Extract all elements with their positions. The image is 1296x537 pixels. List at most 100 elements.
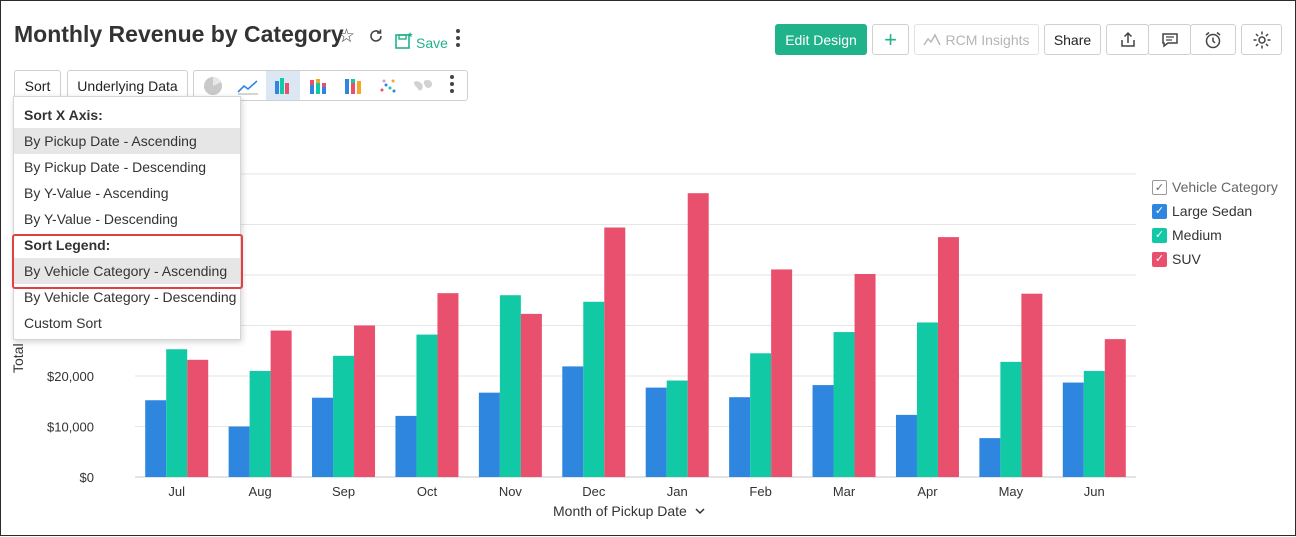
pie-chart-icon[interactable] [196, 71, 230, 100]
checkbox-icon: ✓ [1152, 227, 1167, 243]
x-axis-title-text: Month of Pickup Date [553, 503, 687, 519]
gear-icon [1253, 31, 1270, 48]
bar-large-sedan-dec[interactable] [562, 366, 584, 477]
bar-medium-feb[interactable] [750, 353, 772, 477]
add-button[interactable]: + [872, 24, 909, 55]
menu-item-yvalue-asc[interactable]: By Y-Value - Ascending [24, 185, 169, 201]
checkbox-icon: ✓ [1152, 203, 1167, 219]
bar-medium-sep[interactable] [333, 355, 355, 477]
legend-title[interactable]: ✓ Vehicle Category [1152, 177, 1278, 197]
legend-item-large-sedan[interactable]: ✓ Large Sedan [1152, 201, 1252, 221]
bar-large-sedan-sep[interactable] [312, 397, 334, 477]
x-tick-label: Apr [917, 484, 938, 499]
x-tick-label: Mar [833, 484, 856, 499]
more-options-icon[interactable] [453, 29, 463, 47]
bar-chart-icon[interactable] [266, 71, 300, 100]
x-tick-label: Jan [667, 484, 688, 499]
bar-large-sedan-jun[interactable] [1062, 382, 1084, 477]
x-tick-label: Nov [499, 484, 523, 499]
bar-medium-nov[interactable] [499, 295, 521, 477]
bar-large-sedan-nov[interactable] [478, 392, 500, 477]
bar-large-sedan-jul[interactable] [145, 400, 167, 477]
scatter-chart-icon[interactable] [371, 71, 405, 100]
sort-x-axis-header: Sort X Axis: [24, 107, 103, 123]
settings-button[interactable] [1241, 24, 1282, 55]
bar-medium-mar[interactable] [833, 332, 855, 477]
bar-large-sedan-feb[interactable] [729, 397, 751, 477]
bar-suv-feb[interactable] [771, 269, 793, 477]
bar-suv-jun[interactable] [1104, 339, 1126, 477]
legend-item-medium[interactable]: ✓ Medium [1152, 225, 1222, 245]
underlying-data-button[interactable]: Underlying Data [67, 70, 188, 101]
share-button[interactable]: Share [1044, 24, 1101, 55]
bar-suv-aug[interactable] [270, 330, 292, 477]
legend-title-text: Vehicle Category [1172, 179, 1278, 195]
bar-medium-dec[interactable] [583, 301, 605, 477]
chevron-down-icon [695, 508, 705, 515]
bar-medium-aug[interactable] [249, 370, 271, 477]
save-icon [395, 32, 413, 49]
bar-suv-oct[interactable] [437, 293, 459, 477]
bar-medium-jul[interactable] [166, 349, 188, 477]
sort-legend-header: Sort Legend: [24, 237, 111, 253]
x-tick-label: Dec [582, 484, 606, 499]
bar-suv-jan[interactable] [687, 193, 709, 477]
checkbox-icon: ✓ [1152, 251, 1167, 267]
export-icon [1120, 31, 1135, 47]
highlight-annotation [12, 234, 243, 289]
bar-large-sedan-may[interactable] [979, 438, 1001, 477]
legend-item-label: Medium [1172, 227, 1222, 243]
legend-item-label: SUV [1172, 251, 1201, 267]
bar-medium-oct[interactable] [416, 334, 438, 477]
bar-large-sedan-oct[interactable] [395, 415, 417, 477]
menu-item-pickup-asc[interactable]: By Pickup Date - Ascending [14, 128, 240, 154]
menu-item-category-desc[interactable]: By Vehicle Category - Descending [24, 289, 237, 305]
bar-medium-may[interactable] [1000, 361, 1022, 477]
sort-button[interactable]: Sort [14, 70, 61, 101]
bar-medium-apr[interactable] [916, 322, 938, 477]
legend-item-label: Large Sedan [1172, 203, 1253, 219]
bar-large-sedan-aug[interactable] [228, 426, 250, 478]
insights-icon [923, 33, 942, 45]
bar-large-sedan-apr[interactable] [895, 414, 917, 477]
x-tick-label: Jun [1084, 484, 1105, 499]
checkbox-icon: ✓ [1152, 179, 1167, 195]
page-title: Monthly Revenue by Category [14, 21, 344, 47]
more-chart-types-icon[interactable] [438, 71, 466, 100]
edit-design-button[interactable]: Edit Design [775, 24, 867, 55]
bar-medium-jan[interactable] [666, 380, 688, 477]
menu-item-pickup-desc[interactable]: By Pickup Date - Descending [24, 159, 207, 175]
bar-suv-sep[interactable] [354, 325, 376, 478]
bar-medium-jun[interactable] [1083, 370, 1105, 477]
menu-item-category-asc[interactable]: By Vehicle Category - Ascending [14, 258, 240, 284]
map-chart-icon[interactable] [406, 71, 440, 100]
bar-suv-may[interactable] [1021, 293, 1043, 477]
legend-item-suv[interactable]: ✓ SUV [1152, 249, 1201, 269]
x-tick-label: Feb [749, 484, 771, 499]
line-chart-icon[interactable] [231, 71, 265, 100]
star-icon[interactable]: ☆ [338, 26, 356, 47]
bar-suv-jul[interactable] [187, 359, 209, 477]
bar-suv-dec[interactable] [604, 227, 626, 477]
comment-icon [1161, 32, 1178, 47]
menu-item-yvalue-desc[interactable]: By Y-Value - Descending [24, 211, 178, 227]
chart-type-switcher [193, 70, 468, 101]
percent-bar-icon[interactable] [336, 71, 370, 100]
save-button[interactable]: Save [394, 27, 448, 51]
x-tick-label: Aug [249, 484, 272, 499]
alarm-button[interactable] [1190, 24, 1236, 55]
bar-suv-mar[interactable] [854, 273, 876, 477]
rcm-insights-button[interactable]: RCM Insights [914, 24, 1039, 55]
bar-suv-nov[interactable] [520, 313, 542, 477]
x-tick-label: Oct [417, 484, 438, 499]
stacked-bar-icon[interactable] [301, 71, 335, 100]
bar-suv-apr[interactable] [937, 237, 959, 477]
bar-large-sedan-jan[interactable] [645, 387, 667, 477]
refresh-icon[interactable] [367, 27, 385, 50]
bar-large-sedan-mar[interactable] [812, 385, 834, 477]
x-tick-label: Sep [332, 484, 355, 499]
menu-item-custom-sort[interactable]: Custom Sort [24, 315, 102, 331]
x-axis-title[interactable]: Month of Pickup Date [553, 503, 706, 519]
export-button[interactable] [1106, 24, 1149, 55]
